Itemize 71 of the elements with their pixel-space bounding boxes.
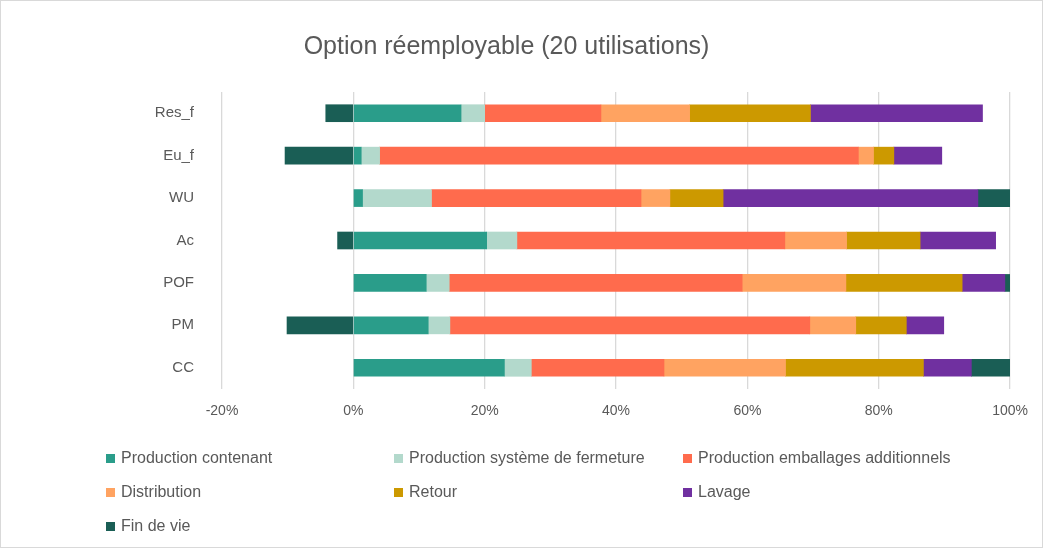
bar <box>431 189 642 207</box>
bar <box>785 358 924 377</box>
y-tick-label: POF <box>163 273 194 291</box>
bar <box>669 189 724 207</box>
legend-label: Lavage <box>698 483 751 501</box>
bar <box>353 358 505 377</box>
bar <box>353 274 427 292</box>
y-tick-label: CC <box>172 357 195 375</box>
bar <box>337 231 354 250</box>
bar <box>810 104 983 123</box>
bar <box>379 146 859 165</box>
y-tick-label: Ac <box>176 230 195 248</box>
y-tick-label: Res_f <box>154 103 195 121</box>
legend-label: Retour <box>409 483 458 501</box>
bar <box>919 231 996 250</box>
bar <box>906 316 945 335</box>
x-tick-label: -20% <box>205 402 239 419</box>
bar <box>449 316 811 335</box>
y-tick-label: WU <box>169 188 194 206</box>
bar <box>663 358 786 377</box>
bar <box>504 358 532 377</box>
bar <box>353 231 487 250</box>
bar <box>741 274 847 292</box>
bar <box>845 274 963 292</box>
bar <box>809 316 857 335</box>
bar <box>923 358 972 377</box>
bar <box>689 104 811 123</box>
bar <box>353 104 462 123</box>
x-tick-label: 40% <box>602 402 631 419</box>
chart-title: Option réemployable (20 utilisations) <box>303 30 710 59</box>
legend-label: Distribution <box>121 483 202 501</box>
x-tick-label: 100% <box>992 402 1028 419</box>
bar <box>516 231 786 250</box>
x-tick-label: 80% <box>864 402 893 419</box>
bar <box>977 189 1011 207</box>
bar <box>640 189 671 207</box>
x-tick-label: 0% <box>343 402 364 419</box>
bar <box>353 146 362 165</box>
legend-label: Production emballages additionnels <box>698 449 951 467</box>
legend-label: Fin de vie <box>121 517 191 535</box>
bar <box>353 316 429 335</box>
x-tick-label: 60% <box>733 402 762 419</box>
bar <box>600 104 690 123</box>
bar <box>286 316 354 335</box>
x-tick-label: 20% <box>470 402 499 419</box>
bar <box>425 274 450 292</box>
bar <box>325 104 354 123</box>
bar <box>353 189 363 207</box>
bar <box>722 189 979 207</box>
bar <box>855 316 907 335</box>
bar <box>484 104 602 123</box>
bar <box>427 316 451 335</box>
bar <box>460 104 486 123</box>
y-tick-label: Eu_f <box>163 145 195 163</box>
bar <box>971 358 1011 377</box>
bar <box>846 231 921 250</box>
bar <box>784 231 847 250</box>
bar <box>961 274 1006 292</box>
bar <box>362 189 432 207</box>
bar <box>858 146 874 165</box>
bar <box>486 231 518 250</box>
legend-label: Production contenant <box>121 449 273 467</box>
bar <box>531 358 665 377</box>
bar <box>1004 274 1011 292</box>
legend-label: Production système de fermeture <box>409 449 645 467</box>
bar <box>448 274 743 292</box>
bar <box>873 146 895 165</box>
y-tick-label: PM <box>171 315 194 333</box>
bar <box>893 146 943 165</box>
bar <box>284 146 354 165</box>
bar <box>360 146 380 165</box>
